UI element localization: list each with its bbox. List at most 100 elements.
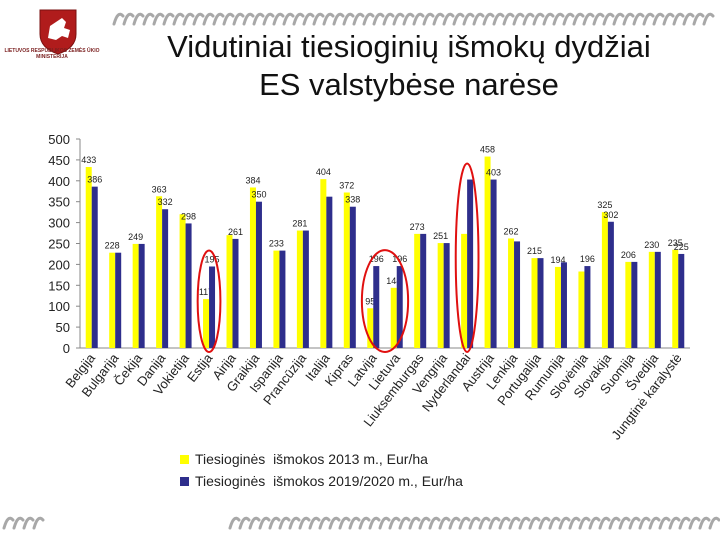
decorative-swirl: [608, 516, 621, 530]
bar-2013: [484, 156, 491, 348]
decorative-swirl: [228, 516, 241, 530]
bar-2019: [162, 209, 169, 348]
decorative-swirl: [252, 12, 265, 26]
decorative-swirl: [378, 516, 391, 530]
y-tick-label: 400: [48, 174, 70, 189]
bar-2019: [396, 266, 403, 348]
decorative-swirl: [288, 516, 301, 530]
decorative-swirl: [292, 12, 305, 26]
top-decorative-border: [112, 12, 715, 26]
decorative-swirl: [592, 12, 605, 26]
decorative-swirl: [392, 12, 405, 26]
decorative-swirl: [458, 516, 471, 530]
decorative-swirl: [532, 12, 545, 26]
data-label: 338: [345, 195, 360, 205]
bar-2013: [531, 258, 538, 348]
decorative-swirl: [432, 12, 445, 26]
data-label: 144: [386, 276, 401, 286]
y-tick-label: 50: [56, 320, 70, 335]
decorative-swirl: [388, 516, 401, 530]
decorative-swirl: [648, 516, 661, 530]
decorative-swirl: [568, 516, 581, 530]
data-label: 206: [621, 250, 636, 260]
bar-2019: [537, 258, 544, 348]
data-label: 458: [480, 145, 495, 155]
bottom-decorative-border: [2, 516, 720, 530]
y-tick-label: 250: [48, 237, 70, 252]
bar-2019: [420, 233, 427, 348]
decorative-swirl: [642, 12, 655, 26]
decorative-swirl: [428, 516, 441, 530]
decorative-swirl: [598, 516, 611, 530]
decorative-swirl: [408, 516, 421, 530]
bar-2013: [672, 249, 679, 348]
decorative-swirl: [558, 516, 571, 530]
data-label: 281: [292, 219, 307, 229]
data-label: 298: [181, 211, 196, 221]
decorative-swirl: [448, 516, 461, 530]
bar-2019: [467, 179, 474, 348]
decorative-swirl: [342, 12, 355, 26]
bar-2019: [232, 238, 239, 348]
decorative-swirl: [278, 516, 291, 530]
y-tick-label: 200: [48, 257, 70, 272]
bar-2019: [138, 243, 145, 348]
bar-2019: [349, 206, 356, 348]
decorative-swirl: [702, 12, 715, 26]
vytis-knight-icon: [48, 18, 70, 40]
bar-2013: [578, 271, 585, 348]
data-label: 403: [486, 168, 501, 178]
bar-2019: [560, 262, 567, 348]
bar-2013: [414, 233, 421, 348]
bar-2013: [109, 252, 116, 348]
bar-2013: [132, 243, 139, 348]
decorative-swirl: [318, 516, 331, 530]
bar-2019: [302, 230, 309, 348]
decorative-swirl: [478, 516, 491, 530]
ministry-logo-text: LIETUVOS RESPUBLIKOS ŽEMĖS ŪKIO MINISTER…: [4, 48, 100, 60]
decorative-swirl: [202, 12, 215, 26]
data-label: 261: [228, 227, 243, 237]
decorative-swirl: [412, 12, 425, 26]
bar-2013: [343, 192, 350, 348]
decorative-swirl: [328, 516, 341, 530]
data-label: 350: [251, 190, 266, 200]
decorative-swirl: [618, 516, 631, 530]
decorative-swirl: [502, 12, 515, 26]
decorative-swirl: [322, 12, 335, 26]
decorative-swirl: [528, 516, 541, 530]
decorative-swirl: [652, 12, 665, 26]
decorative-swirl: [582, 12, 595, 26]
decorative-swirl: [418, 516, 431, 530]
decorative-swirl: [552, 12, 565, 26]
data-label: 215: [527, 246, 542, 256]
decorative-swirl: [612, 12, 625, 26]
decorative-swirl: [658, 516, 671, 530]
y-tick-label: 300: [48, 216, 70, 231]
decorative-swirl: [398, 516, 411, 530]
decorative-swirl: [468, 516, 481, 530]
y-tick-label: 500: [48, 132, 70, 147]
data-label: 363: [152, 184, 167, 194]
bar-2019: [678, 253, 685, 348]
bar-2013: [390, 287, 397, 348]
decorative-swirl: [368, 516, 381, 530]
bar-2019: [209, 266, 216, 348]
decorative-swirl: [258, 516, 271, 530]
decorative-swirl: [262, 12, 275, 26]
bar-2013: [437, 243, 444, 348]
y-tick-label: 450: [48, 153, 70, 168]
data-label: 262: [504, 226, 519, 236]
bar-2019: [115, 252, 122, 348]
decorative-swirl: [338, 516, 351, 530]
data-label: 196: [392, 254, 407, 264]
bar-2013: [226, 235, 233, 348]
decorative-swirl: [182, 12, 195, 26]
chart-legend: Tiesioginės išmokos 2013 m., Eur/ha Ties…: [180, 448, 463, 492]
decorative-swirl: [488, 516, 501, 530]
decorative-swirl: [152, 12, 165, 26]
bar-2013: [296, 230, 303, 348]
bar-2013: [601, 212, 608, 348]
data-label: 230: [644, 240, 659, 250]
decorative-swirl: [662, 12, 675, 26]
